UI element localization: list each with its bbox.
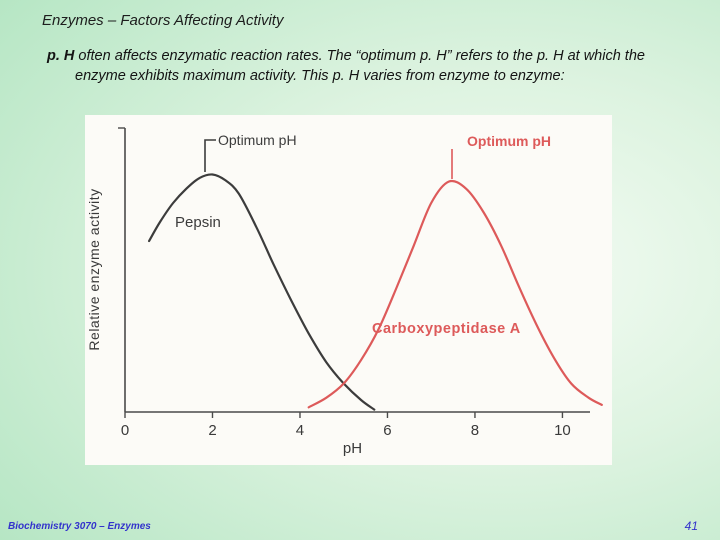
curve-carboxypeptidase-a [307,179,603,409]
body-paragraph: p. H often affects enzymatic reaction ra… [47,46,647,86]
x-tick-label: 4 [296,422,304,439]
body-lead-bold: p. H [47,48,75,64]
y-axis-label: Relative enzyme activity [86,188,102,350]
footer-page-number: 41 [684,519,698,533]
annotation-optimum-ph-label: Optimum pH [218,132,297,148]
chart-canvas: 0 2 4 6 8 10 pH Relative enzyme activity Pepsin C… [86,127,603,457]
x-tick-label: 6 [383,422,391,439]
curve-pepsin [148,173,376,411]
slide-title: Enzymes – Factors Affecting Activity [42,12,284,29]
annotation-optimum-ph-label: Optimum pH [467,133,551,149]
x-tick-label: 0 [121,422,129,439]
x-tick-label: 8 [471,422,479,439]
body-text-rest: often affects enzymatic reaction rates. … [74,48,645,84]
x-tick-label: 2 [208,422,216,439]
annotation-leader-line [204,139,216,172]
x-axis-label: pH [343,440,362,457]
footer-course-label: Biochemistry 3070 – Enzymes [8,521,151,532]
series-label-pepsin: Pepsin [175,214,221,231]
series-label-carboxypeptidase-a: Carboxypeptidase A [372,321,521,337]
ph-activity-chart: 0 2 4 6 8 10 pH Relative enzyme activity Pepsin C… [85,115,612,465]
x-tick-label: 10 [554,422,571,439]
